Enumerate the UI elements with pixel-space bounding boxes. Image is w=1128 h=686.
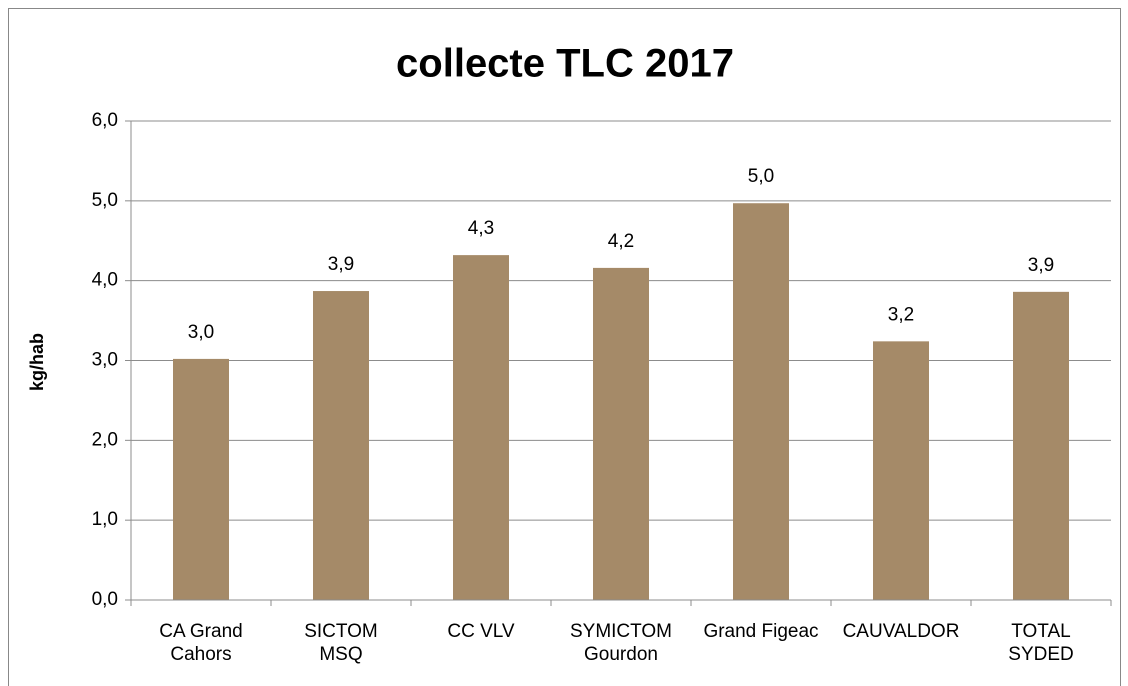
bar [453, 255, 509, 600]
y-tick-label: 4,0 [92, 270, 118, 291]
y-tick-label: 5,0 [92, 190, 118, 211]
bar [733, 203, 789, 600]
y-tick-label: 1,0 [92, 509, 118, 530]
y-tick-label: 0,0 [92, 589, 118, 610]
data-label: 3,2 [888, 304, 914, 325]
x-tick-label: Grand Figeac [703, 621, 819, 642]
chart-title: collecte TLC 2017 [396, 42, 734, 86]
bar [1013, 291, 1069, 600]
data-label: 3,9 [328, 254, 354, 275]
y-axis-label: kg/hab [27, 333, 47, 391]
data-label: 3,0 [188, 322, 214, 343]
data-label: 5,0 [748, 166, 774, 187]
y-tick-label: 3,0 [92, 350, 118, 371]
y-tick-label: 6,0 [92, 110, 118, 131]
bar [873, 341, 929, 600]
bar [593, 267, 649, 600]
x-tick-label: TOTAL SYDED [1008, 621, 1074, 665]
x-tick-label: CC VLV [447, 621, 515, 642]
bar [313, 291, 369, 600]
data-label: 4,2 [608, 231, 634, 252]
data-label: 3,9 [1028, 255, 1054, 276]
x-tick-label: SYMICTOM Gourdon [569, 621, 673, 665]
y-tick-label: 2,0 [92, 429, 118, 450]
bar [173, 358, 229, 600]
data-label: 4,3 [468, 218, 494, 239]
x-tick-label: CAUVALDOR [842, 621, 960, 642]
x-tick-label: CA Grand Cahors [159, 621, 243, 665]
x-tick-label: SICTOM MSQ [304, 621, 378, 665]
